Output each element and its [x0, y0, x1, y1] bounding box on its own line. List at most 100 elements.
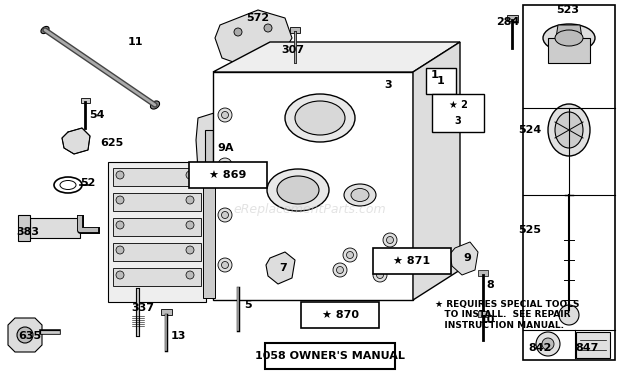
Circle shape	[218, 158, 232, 172]
Text: 5: 5	[244, 300, 252, 310]
Circle shape	[333, 263, 347, 277]
Circle shape	[215, 120, 225, 130]
Bar	[432, 94, 484, 132]
Text: 337: 337	[131, 303, 154, 313]
Circle shape	[186, 246, 194, 254]
Bar	[113, 268, 201, 286]
Bar	[108, 162, 206, 302]
Circle shape	[116, 221, 124, 229]
Text: ★ 2: ★ 2	[448, 100, 467, 110]
Text: ★ REQUIRES SPECIAL TOOLS
   TO INSTALL.  SEE REPAIR
   INSTRUCTION MANUAL.: ★ REQUIRES SPECIAL TOOLS TO INSTALL. SEE…	[435, 300, 580, 330]
Text: 525: 525	[518, 225, 541, 235]
Polygon shape	[413, 42, 460, 300]
Circle shape	[218, 108, 232, 122]
Bar	[213, 72, 413, 300]
Bar	[161, 309, 172, 315]
Circle shape	[274, 46, 282, 54]
Bar	[205, 130, 213, 295]
Bar	[301, 302, 379, 328]
Polygon shape	[196, 108, 252, 182]
Bar	[426, 68, 456, 94]
Text: ★ 869: ★ 869	[210, 170, 247, 180]
Text: 11: 11	[127, 37, 143, 47]
Text: 523: 523	[557, 5, 580, 15]
Bar	[113, 168, 201, 186]
Bar	[478, 311, 488, 317]
Circle shape	[542, 338, 554, 350]
Polygon shape	[266, 252, 295, 284]
Circle shape	[376, 271, 384, 279]
Circle shape	[215, 143, 225, 153]
Circle shape	[337, 267, 343, 273]
Text: 383: 383	[17, 227, 40, 237]
Text: ★ 871: ★ 871	[394, 256, 430, 266]
Circle shape	[17, 327, 33, 343]
Ellipse shape	[267, 169, 329, 211]
Polygon shape	[215, 10, 292, 68]
Circle shape	[383, 233, 397, 247]
Bar	[507, 15, 518, 21]
Circle shape	[373, 268, 387, 282]
Ellipse shape	[543, 24, 595, 52]
Ellipse shape	[344, 184, 376, 206]
Text: 524: 524	[518, 125, 542, 135]
Circle shape	[218, 258, 232, 272]
Bar	[232, 283, 244, 289]
Text: 307: 307	[281, 45, 304, 55]
Bar	[373, 248, 451, 274]
Text: 54: 54	[89, 110, 105, 120]
Polygon shape	[18, 215, 30, 241]
Ellipse shape	[295, 101, 345, 135]
Circle shape	[218, 208, 232, 222]
Bar	[523, 5, 615, 360]
Polygon shape	[576, 332, 610, 358]
Ellipse shape	[555, 112, 583, 148]
Bar	[113, 193, 201, 211]
Text: 13: 13	[170, 331, 185, 341]
Circle shape	[186, 271, 194, 279]
Text: 9: 9	[463, 253, 471, 263]
Text: 572: 572	[246, 13, 270, 23]
Bar	[113, 218, 201, 236]
Bar	[203, 165, 215, 298]
Circle shape	[116, 271, 124, 279]
Text: 847: 847	[575, 343, 599, 353]
Bar	[548, 38, 590, 63]
Circle shape	[215, 163, 225, 173]
Circle shape	[234, 28, 242, 36]
Polygon shape	[62, 128, 90, 154]
Circle shape	[116, 196, 124, 204]
Circle shape	[186, 221, 194, 229]
Polygon shape	[213, 42, 460, 72]
Circle shape	[221, 261, 229, 268]
Bar	[81, 97, 89, 103]
Bar	[113, 243, 201, 261]
Ellipse shape	[277, 176, 319, 204]
Circle shape	[186, 171, 194, 179]
Text: 7: 7	[279, 263, 287, 273]
Circle shape	[221, 112, 229, 118]
Polygon shape	[450, 242, 478, 275]
Text: 625: 625	[100, 138, 123, 148]
Circle shape	[116, 246, 124, 254]
Bar	[132, 284, 144, 292]
Polygon shape	[8, 318, 42, 352]
Circle shape	[343, 248, 357, 262]
Circle shape	[116, 171, 124, 179]
Bar	[189, 162, 267, 188]
Circle shape	[186, 196, 194, 204]
Circle shape	[386, 237, 394, 244]
Circle shape	[264, 24, 272, 32]
Text: 1: 1	[431, 70, 439, 80]
Ellipse shape	[548, 104, 590, 156]
Text: eReplacementParts.com: eReplacementParts.com	[234, 203, 386, 217]
Text: 842: 842	[528, 343, 552, 353]
Polygon shape	[30, 218, 80, 238]
Polygon shape	[556, 25, 582, 38]
Text: ★ 870: ★ 870	[322, 310, 358, 320]
Bar	[265, 343, 395, 369]
Circle shape	[559, 305, 579, 325]
Circle shape	[347, 252, 353, 259]
Circle shape	[221, 211, 229, 218]
Text: 1058 OWNER'S MANUAL: 1058 OWNER'S MANUAL	[255, 351, 405, 361]
